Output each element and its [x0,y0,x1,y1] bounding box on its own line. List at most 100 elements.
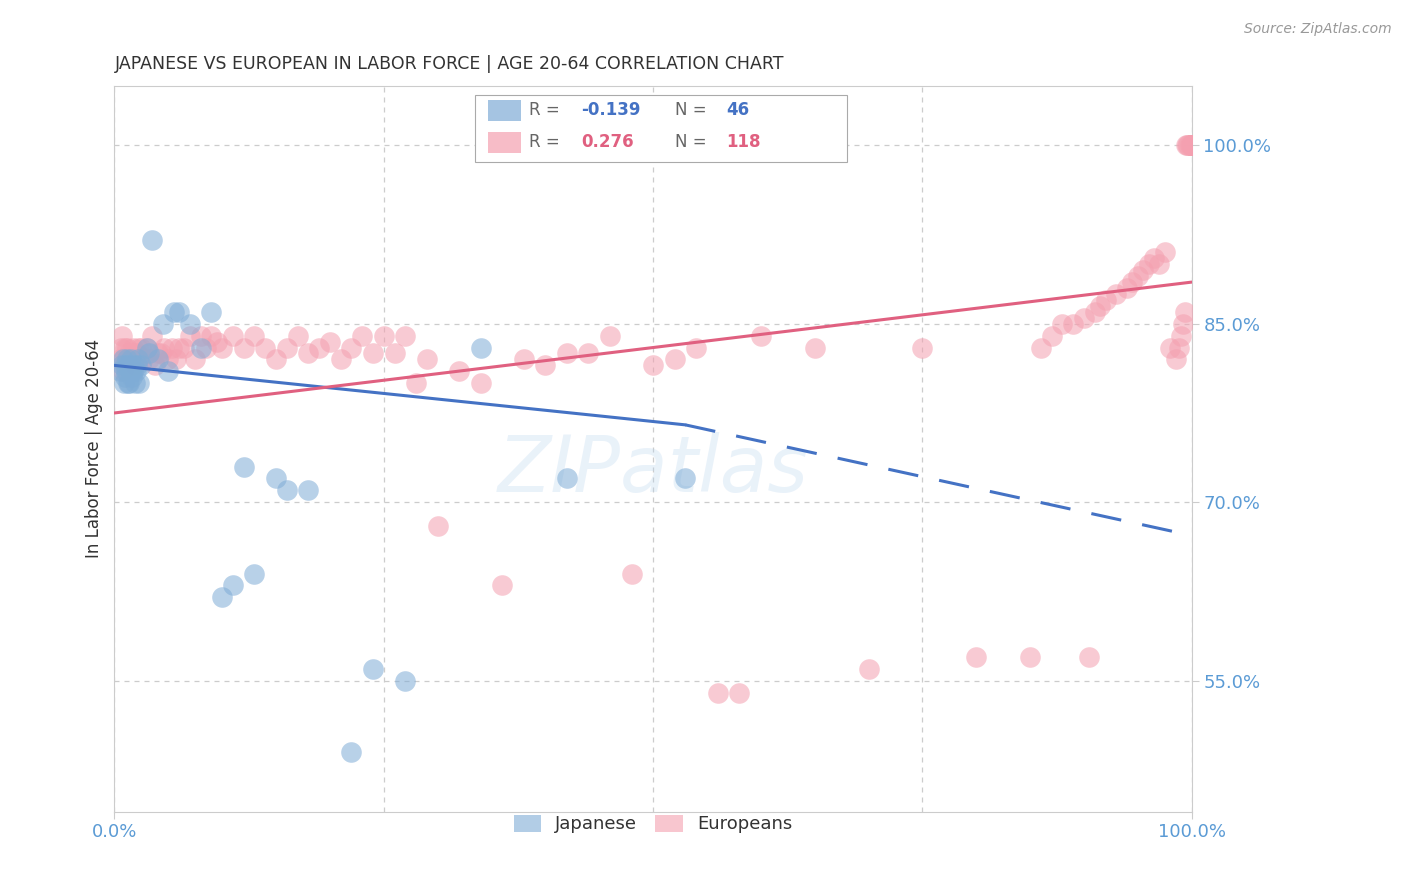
Text: -0.139: -0.139 [581,102,640,120]
Point [965,649,987,664]
Point [184,352,207,367]
Point [803,341,825,355]
Point [200,328,222,343]
Point [1181,138,1204,153]
Point [121,352,143,367]
Point [149,346,172,360]
Bar [488,100,520,121]
Point [1171,317,1194,331]
Point [384,346,406,360]
Point [1137,257,1160,271]
Point [361,346,384,360]
Point [491,578,513,592]
Point [1177,138,1199,153]
Point [115,352,138,367]
Point [157,352,180,367]
Point [117,352,139,367]
Point [297,483,319,498]
Point [1088,299,1111,313]
Point [706,685,728,699]
Point [211,591,233,605]
Point [179,328,201,343]
Point [287,328,309,343]
Point [222,578,245,592]
Point [167,305,190,319]
Point [1181,138,1204,153]
Point [115,364,138,378]
Point [1159,341,1181,355]
Point [165,352,187,367]
Point [128,376,150,391]
Point [1052,317,1074,331]
Point [664,352,686,367]
Point [449,364,471,378]
Point [1116,281,1139,295]
Point [555,346,578,360]
Point [111,328,134,343]
Text: N =: N = [675,134,711,152]
Point [211,341,233,355]
Point [135,341,157,355]
Point [340,745,363,759]
Point [108,352,131,367]
Point [1078,649,1101,664]
Point [135,341,157,355]
Point [127,341,149,355]
Point [1178,138,1201,153]
Point [911,341,934,355]
Point [131,341,153,355]
Point [1105,287,1128,301]
Point [620,566,643,581]
Point [127,352,149,367]
Point [120,359,142,373]
Text: 0.276: 0.276 [581,134,634,152]
Point [276,341,298,355]
Text: R =: R = [529,134,565,152]
Point [361,662,384,676]
Point [118,346,141,360]
Point [125,352,148,367]
Point [167,341,190,355]
Point [352,328,374,343]
Point [132,352,155,367]
Point [513,352,536,367]
Point [152,317,174,331]
Point [264,471,287,485]
Bar [488,131,520,153]
Point [122,359,145,373]
Point [222,328,245,343]
Text: ZIPatlas: ZIPatlas [498,433,808,508]
Point [1126,269,1149,284]
Point [121,364,143,378]
Point [112,364,135,378]
Point [125,359,148,373]
Point [173,341,195,355]
Point [1073,310,1095,325]
Text: Source: ZipAtlas.com: Source: ZipAtlas.com [1244,22,1392,37]
Point [1181,138,1204,153]
Point [121,341,143,355]
Point [153,341,176,355]
Point [146,346,169,360]
Point [1019,649,1042,664]
Point [1149,257,1171,271]
Point [243,328,266,343]
Point [749,328,772,343]
Point [117,359,139,373]
Point [205,334,228,349]
Point [555,471,578,485]
Point [254,341,277,355]
Point [641,359,664,373]
Point [394,673,416,688]
Point [1174,305,1197,319]
Point [1181,138,1204,153]
Point [1164,352,1187,367]
Point [146,352,169,367]
Point [394,328,416,343]
Point [1132,263,1154,277]
Point [138,352,160,367]
Point [1062,317,1084,331]
Point [470,341,492,355]
Point [1153,245,1175,260]
Point [108,364,131,378]
